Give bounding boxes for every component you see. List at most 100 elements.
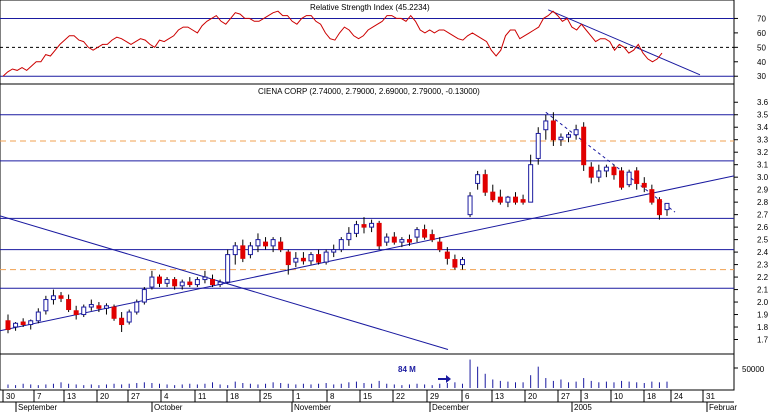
candle-body [247,245,253,256]
candle-body [149,276,155,288]
candle-body [596,170,602,178]
price-tick-label: 1.8 [757,323,769,332]
candle-body [141,289,147,303]
candle-body [316,254,322,263]
candle-body [58,295,64,299]
rsi-tick-label: 40 [757,58,766,67]
month-label: November [294,403,331,412]
rsi-tick-label: 70 [757,14,766,23]
day-label: 29 [430,392,439,401]
candle-body [308,254,314,262]
candle-body [361,224,367,228]
candle-body [278,241,284,251]
candle-body [603,166,609,172]
candle-body [323,251,329,263]
candle-body [81,306,87,316]
price-tick-label: 3.6 [757,98,769,107]
price-tick-label: 2.4 [757,248,769,257]
price-tick-label: 3.0 [757,173,769,182]
price-y-axis: 3.6 3.5 3.4 3.3 3.2 3.1 3.0 2.9 2.8 2.7 2.6 2.5 2.4 2… [734,98,769,345]
candle-body [119,317,125,326]
price-tick-label: 2.0 [757,298,769,307]
candle-body [384,236,390,243]
price-trendlines [0,111,735,350]
candle-body [528,164,534,203]
day-label: 25 [263,392,272,401]
candle-body [73,310,79,316]
candle-body [399,239,405,243]
rsi-tick-label: 50 [757,43,766,52]
day-label: 20 [528,392,537,401]
price-tick-label: 2.5 [757,236,769,245]
candle-body [50,295,56,301]
candle-body [513,196,519,203]
rsi-line [2,10,663,77]
candle-body [414,229,420,238]
candle-body [588,166,594,178]
day-label: 7 [37,392,42,401]
candle-body [338,239,344,251]
candle-body [429,234,435,241]
day-label: 3 [584,392,589,401]
candle-body [66,299,72,311]
candle-body [255,239,261,247]
candle-body [459,259,465,266]
candle-body [369,222,375,228]
rsi-series [2,10,663,77]
candle-body [217,281,223,286]
candle-body [240,245,246,259]
candle-body [475,174,481,184]
candle-body [566,134,572,138]
candle-body [391,236,397,243]
rsi-title: Relative Strength Index (45.2234) [310,3,430,12]
day-label: 22 [396,392,405,401]
candle-body [490,191,496,201]
candle-body [164,279,170,284]
month-label: September [18,403,57,412]
candle-body [88,304,94,308]
falling-trendline [0,215,449,350]
day-label: 27 [131,392,140,401]
price-title: CIENA CORP (2.74000, 2.79000, 2.69000, 2… [258,87,480,96]
candle-body [346,232,352,241]
volume-arrow-icon [438,375,451,383]
volume-bars [7,359,738,388]
day-label: 13 [67,392,76,401]
candle-body [156,276,162,284]
price-tick-label: 2.8 [757,198,769,207]
candle-body [543,120,549,131]
day-label: 4 [164,392,169,401]
candle-body [520,199,526,203]
price-tick-label: 2.1 [757,286,769,295]
candle-body [505,196,511,203]
candle-body [406,239,412,243]
candle-body [535,132,541,159]
day-label: 6 [465,392,470,401]
candle-body [179,281,185,287]
candle-body [664,202,670,211]
candle-body [581,126,587,166]
volume-annotation: 84 M [398,365,416,374]
candle-body [5,320,11,331]
day-label: 27 [561,392,570,401]
candle-body [444,251,450,259]
candle-body [626,171,632,186]
month-label: 2005 [574,403,592,412]
price-tick-label: 2.7 [757,211,769,220]
candle-body [482,174,488,193]
price-candles [5,112,670,334]
rsi-tick-label: 30 [757,72,766,81]
volume-panel [0,353,735,391]
candle-body [422,229,428,238]
candle-body [210,279,216,286]
candle-body [35,311,41,322]
day-label: 24 [674,392,683,401]
day-label: 20 [100,392,109,401]
rsi-y-axis: 70 60 50 40 30 [734,14,766,81]
price-levels [0,114,734,289]
candle-body [634,170,640,184]
price-tick-label: 3.2 [757,148,769,157]
candle-body [232,245,238,256]
candle-body [300,257,306,262]
